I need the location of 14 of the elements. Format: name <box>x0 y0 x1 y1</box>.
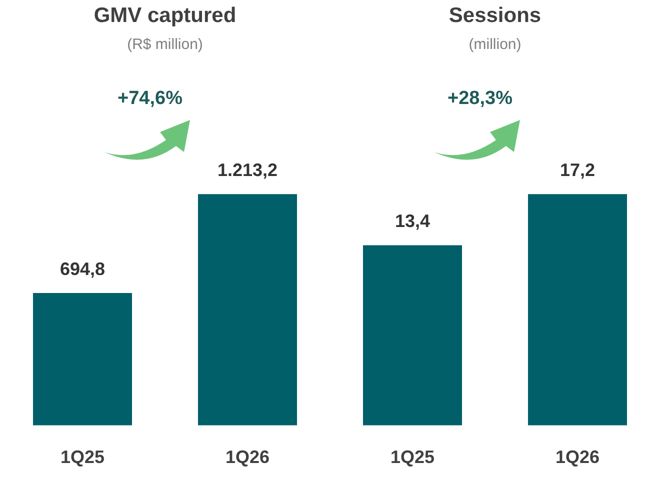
chart-title: GMV captured <box>92 4 238 28</box>
x-tick-label: 1Q25 <box>390 447 435 468</box>
text: +74,6% <box>116 88 184 110</box>
chart-subtitle: (R$ million) <box>126 36 204 53</box>
x-tick-label: 1Q26 <box>225 447 270 468</box>
data-label: 13,4 <box>394 211 430 232</box>
text: +28,3% <box>446 88 514 110</box>
data-label: 694,8 <box>60 258 106 279</box>
data-label: 17,2 <box>560 160 596 180</box>
x-tick-label: 1Q26 <box>555 447 600 468</box>
chart-subtitle: (million) <box>468 36 522 53</box>
x-tick-label: 1Q25 <box>60 447 105 468</box>
chart-title: Sessions <box>448 4 542 28</box>
data-label: 1.213,2 <box>217 160 278 180</box>
